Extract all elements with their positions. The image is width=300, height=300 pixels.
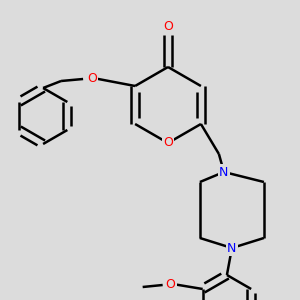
- Text: N: N: [227, 242, 237, 254]
- Text: O: O: [87, 71, 97, 85]
- Text: O: O: [163, 136, 173, 149]
- Text: O: O: [166, 278, 176, 290]
- Text: O: O: [163, 20, 173, 34]
- Text: N: N: [219, 166, 229, 178]
